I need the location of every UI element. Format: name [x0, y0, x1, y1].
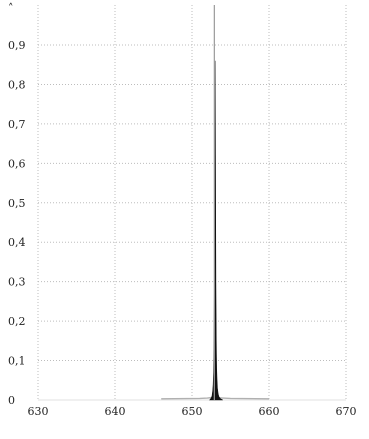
y-tick-label: 0,5 — [8, 197, 26, 210]
y-tick-label: 0,6 — [8, 157, 26, 170]
y-tick-label: 0,1 — [8, 355, 26, 368]
x-tick-label: 670 — [336, 405, 357, 418]
y-tick-label: 0,7 — [8, 118, 26, 131]
y-tick-label: 0,2 — [8, 315, 26, 328]
x-tick-label: 640 — [105, 405, 126, 418]
x-axis-tick-labels: 630 640 650 660 670 — [28, 405, 357, 418]
y-tick-label: 0,9 — [8, 39, 26, 52]
y-axis-tick-labels: 0 0,1 0,2 0,3 0,4 0,5 0,6 0,7 0,8 0,9 — [8, 39, 26, 407]
peak-series-area — [209, 60, 223, 401]
y-axis-top-marker-glyph: ˄ — [8, 2, 14, 15]
x-tick-label: 660 — [259, 405, 280, 418]
grid — [37, 5, 347, 401]
y-tick-label: 0,4 — [8, 236, 26, 249]
y-tick-label: 0 — [8, 394, 15, 407]
y-axis-top-marker: ˄ — [8, 2, 14, 15]
y-tick-label: 0,3 — [8, 276, 26, 289]
y-tick-label: 0,8 — [8, 78, 26, 91]
x-tick-label: 630 — [28, 405, 49, 418]
x-tick-label: 650 — [182, 405, 203, 418]
plot-area — [161, 5, 270, 401]
